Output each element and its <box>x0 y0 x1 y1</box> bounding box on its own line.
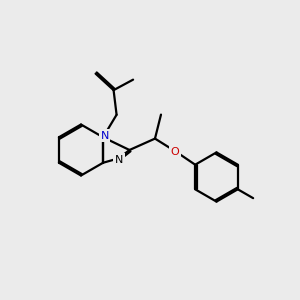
Text: N: N <box>115 155 123 165</box>
Text: N: N <box>100 131 109 141</box>
Text: O: O <box>171 147 179 157</box>
